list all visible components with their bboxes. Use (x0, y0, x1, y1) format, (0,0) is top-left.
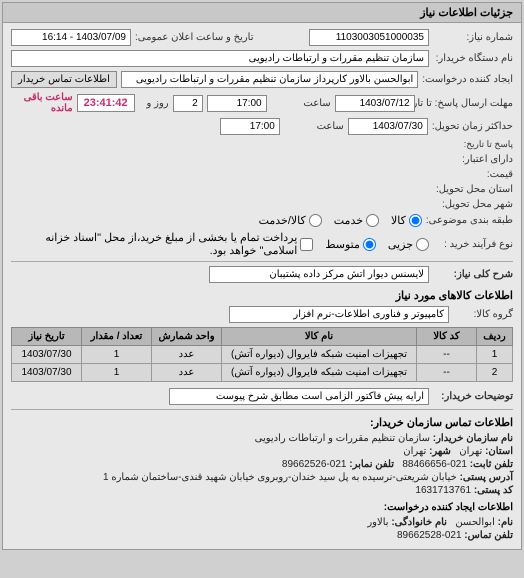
purchase-radios: جزیی متوسط پرداخت تمام یا بخشی از مبلغ خ… (11, 231, 429, 257)
table-cell: 1 (82, 364, 152, 382)
org-field[interactable] (11, 50, 429, 67)
announce-label: تاریخ و ساعت اعلان عمومی: (135, 32, 254, 43)
c-family-label: نام خانوادگی: (391, 517, 447, 528)
c-name-value: ابوالحسن (455, 517, 495, 528)
c-province-value: تهران (459, 446, 482, 457)
tracking-field[interactable] (309, 29, 429, 46)
c-post-value: 1631713761 (415, 485, 471, 496)
c-family-value: بالاور (367, 517, 388, 528)
price-label: قیمت: (433, 169, 513, 180)
group-field[interactable] (229, 306, 449, 323)
category-radios: کالا خدمت کالا/خدمت (259, 214, 422, 227)
tracking-label: شماره نیاز: (433, 32, 513, 43)
table-header: کد کالا (417, 328, 477, 346)
time-label-2: ساعت (284, 121, 344, 132)
table-cell: 1 (477, 346, 513, 364)
city-label: شهر محل تحویل: (433, 199, 513, 210)
radio-medium[interactable]: متوسط (325, 238, 376, 251)
requester-label: ایجاد کننده درخواست: (422, 74, 513, 85)
panel-title: جزئیات اطلاعات نیاز (3, 3, 521, 23)
creator-title: اطلاعات ایجاد کننده درخواست: (11, 502, 513, 513)
deadline-time-field[interactable] (207, 95, 267, 112)
table-cell: -- (417, 364, 477, 382)
c-addr-value: خیابان شریعتی-نرسیده به پل سید خندان-روب… (103, 472, 457, 483)
table-cell: تجهیزات امنیت شبکه فایروال (دیواره آتش) (222, 346, 417, 364)
delivery-date-field[interactable] (348, 118, 428, 135)
subject-field[interactable] (209, 266, 429, 283)
countdown: 23:41:42 (77, 94, 135, 112)
category-label: طبقه بندی موضوعی: (426, 215, 513, 226)
radio-small[interactable]: جزیی (388, 238, 429, 251)
table-cell: عدد (152, 346, 222, 364)
check-note[interactable]: پرداخت تمام یا بخشی از مبلغ خرید،از محل … (11, 231, 313, 257)
subject-label: شرح کلی نیاز: (433, 269, 513, 280)
c-tel-value: 021-88466656 (402, 459, 467, 470)
requester-field[interactable] (121, 71, 418, 88)
c-addr-label: آدرس پستی: (460, 472, 513, 483)
c-post-label: کد پستی: (474, 485, 513, 496)
delivery-time-field[interactable] (220, 118, 280, 135)
delivery-sublabel: پاسخ تا تاریخ: (433, 139, 513, 150)
province-label: استان محل تحویل: (433, 184, 513, 195)
c-city-value: تهران (403, 446, 426, 457)
time-label-1: ساعت (271, 98, 331, 109)
table-cell: -- (417, 346, 477, 364)
table-header: نام کالا (222, 328, 417, 346)
announce-field[interactable] (11, 29, 131, 46)
deadline-label: مهلت ارسال پاسخ: تا تاریخ: (419, 98, 513, 109)
c-phone-value: 021-89662528 (397, 530, 462, 541)
c-province-label: استان: (485, 446, 513, 457)
radio-both[interactable]: کالا/خدمت (259, 214, 322, 227)
days-field[interactable] (173, 95, 203, 112)
deadline-date-field[interactable] (335, 95, 415, 112)
items-table: ردیفکد کالانام کالاواحد شمارشتعداد / مقد… (11, 327, 513, 382)
table-header: تاریخ نیاز (12, 328, 82, 346)
c-fax-label: تلفن نمابر: (349, 459, 394, 470)
radio-small-input[interactable] (416, 238, 429, 251)
org-label: نام دستگاه خریدار: (433, 53, 513, 64)
table-header: ردیف (477, 328, 513, 346)
details-panel: جزئیات اطلاعات نیاز شماره نیاز: تاریخ و … (2, 2, 522, 550)
radio-goods-input[interactable] (409, 214, 422, 227)
remaining-label: ساعت باقی مانده (11, 92, 73, 114)
table-cell: 1403/07/30 (12, 346, 82, 364)
delivery-label: حداکثر زمان تحویل: (432, 121, 513, 132)
desc-field[interactable] (169, 388, 429, 405)
table-cell: 1 (82, 346, 152, 364)
c-phone-label: تلفن تماس: (464, 530, 513, 541)
radio-both-input[interactable] (309, 214, 322, 227)
table-cell: 1403/07/30 (12, 364, 82, 382)
table-row[interactable]: 1--تجهیزات امنیت شبکه فایروال (دیواره آت… (12, 346, 513, 364)
c-name-label: نام: (498, 517, 513, 528)
c-city-label: شهر: (429, 446, 451, 457)
credit-label: دارای اعتبار: (433, 154, 513, 165)
radio-service-input[interactable] (366, 214, 379, 227)
c-tel-label: تلفن ثابت: (470, 459, 513, 470)
radio-goods[interactable]: کالا (391, 214, 422, 227)
table-header: واحد شمارش (152, 328, 222, 346)
table-cell: تجهیزات امنیت شبکه فایروال (دیواره آتش) (222, 364, 417, 382)
day-label: روز و (139, 98, 169, 109)
c-org-label: نام سازمان خریدار: (433, 433, 513, 444)
check-note-input[interactable] (300, 238, 313, 251)
contact-title: اطلاعات تماس سازمان خریدار: (11, 416, 513, 429)
items-title: اطلاعات کالاهای مورد نیاز (11, 289, 513, 302)
radio-service[interactable]: خدمت (334, 214, 379, 227)
purchase-label: نوع فرآیند خرید : (433, 239, 513, 250)
desc-label: توضیحات خریدار: (433, 391, 513, 402)
form-body: شماره نیاز: تاریخ و ساعت اعلان عمومی: نا… (3, 23, 521, 549)
table-row[interactable]: 2--تجهیزات امنیت شبکه فایروال (دیواره آت… (12, 364, 513, 382)
group-label: گروه کالا: (453, 309, 513, 320)
table-cell: 2 (477, 364, 513, 382)
c-org-value: سازمان تنظیم مقررات و ارتباطات رادیویی (255, 433, 430, 444)
c-fax-value: 021-89662526 (282, 459, 347, 470)
radio-medium-input[interactable] (363, 238, 376, 251)
table-cell: عدد (152, 364, 222, 382)
table-header: تعداد / مقدار (82, 328, 152, 346)
contact-button[interactable]: اطلاعات تماس خریدار (11, 71, 117, 88)
